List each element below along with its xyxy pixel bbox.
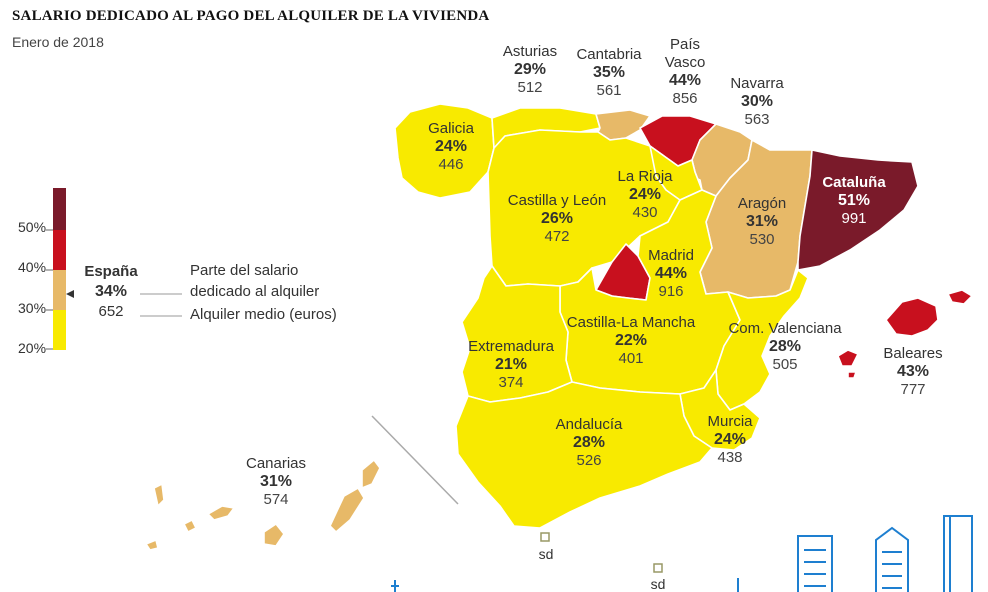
spain-name: España bbox=[84, 263, 138, 280]
region-canarias-la-gomera bbox=[183, 519, 197, 533]
ceuta-value: sd bbox=[538, 546, 554, 562]
label-extremadura: Extremadura 21% 374 bbox=[468, 338, 554, 391]
region-baleares-formentera bbox=[847, 371, 857, 379]
legend-bar bbox=[46, 188, 182, 350]
region-com-valenciana bbox=[715, 269, 809, 411]
region-baleares-mallorca bbox=[885, 297, 939, 337]
building-icons bbox=[391, 515, 973, 592]
canarias-separator bbox=[371, 415, 459, 505]
legend-label-20: 20% bbox=[18, 340, 47, 356]
ceuta-marker bbox=[540, 532, 550, 542]
region-canarias-el-hierro bbox=[145, 539, 159, 551]
label-la-rioja: La Rioja 24% 430 bbox=[617, 168, 673, 221]
label-andalucia: Andalucía 28% 526 bbox=[555, 416, 623, 469]
label-cantabria: Cantabria 35% 561 bbox=[576, 46, 642, 99]
region-canarias-lanzarote bbox=[361, 459, 381, 489]
label-aragon: Aragón 31% 530 bbox=[737, 195, 787, 248]
label-castilla-leon: Castilla y León 26% 472 bbox=[507, 192, 607, 245]
label-castilla-la-mancha: Castilla-La Mancha 22% 401 bbox=[566, 314, 696, 367]
label-com-valenciana: Com. Valenciana 28% 505 bbox=[728, 320, 842, 373]
label-baleares: Baleares 43% 777 bbox=[883, 345, 943, 398]
legend-swatch-30-40 bbox=[53, 270, 66, 310]
legend-label-30: 30% bbox=[18, 300, 47, 316]
spain-pct: 34% bbox=[94, 283, 128, 300]
region-baleares-menorca bbox=[947, 289, 973, 305]
spain-pointer-icon bbox=[66, 290, 74, 298]
legend-label-40: 40% bbox=[18, 259, 47, 275]
legend-swatch-40-50 bbox=[53, 230, 66, 270]
label-cataluna: Cataluña 51% 991 bbox=[822, 174, 886, 227]
map-subtitle: Enero de 2018 bbox=[12, 34, 104, 50]
region-canarias-tenerife bbox=[207, 505, 235, 521]
region-baleares-ibiza bbox=[837, 349, 859, 367]
region-canarias-fuerteventura bbox=[329, 487, 365, 533]
region-canarias-gran-canaria bbox=[263, 523, 285, 547]
label-madrid: Madrid 44% 916 bbox=[648, 247, 694, 300]
label-canarias: Canarias 31% 574 bbox=[245, 455, 307, 508]
person-icon bbox=[391, 580, 399, 592]
region-cataluna bbox=[797, 149, 919, 271]
legend-desc-line2: dedicado al alquiler bbox=[190, 283, 320, 300]
spain-eur: 652 bbox=[98, 303, 124, 320]
legend-swatch-over50 bbox=[53, 188, 66, 230]
label-galicia: Galicia 24% 446 bbox=[428, 120, 474, 173]
legend-swatch-20-30 bbox=[53, 310, 66, 350]
legend-label-50: 50% bbox=[18, 219, 47, 235]
melilla-value: sd bbox=[650, 576, 666, 592]
melilla-marker bbox=[653, 563, 663, 573]
building-icon bbox=[797, 535, 833, 592]
region-la-rioja bbox=[649, 145, 703, 201]
legend-desc-line3: Alquiler medio (euros) bbox=[190, 306, 337, 323]
label-pais-vasco: País Vasco 44% 856 bbox=[664, 36, 706, 107]
tall-building-icon bbox=[943, 515, 973, 592]
region-andalucia bbox=[455, 381, 713, 529]
tower-icon bbox=[875, 526, 909, 592]
spain-summary: España 34% 652 bbox=[84, 262, 137, 322]
legend-desc-line1: Parte del salario bbox=[190, 262, 299, 279]
map-title: SALARIO DEDICADO AL PAGO DEL ALQUILER DE… bbox=[12, 8, 490, 24]
label-asturias: Asturias 29% 512 bbox=[502, 43, 558, 96]
label-murcia: Murcia 24% 438 bbox=[707, 413, 753, 466]
label-navarra: Navarra 30% 563 bbox=[730, 75, 784, 128]
region-canarias-la-palma bbox=[153, 483, 165, 507]
